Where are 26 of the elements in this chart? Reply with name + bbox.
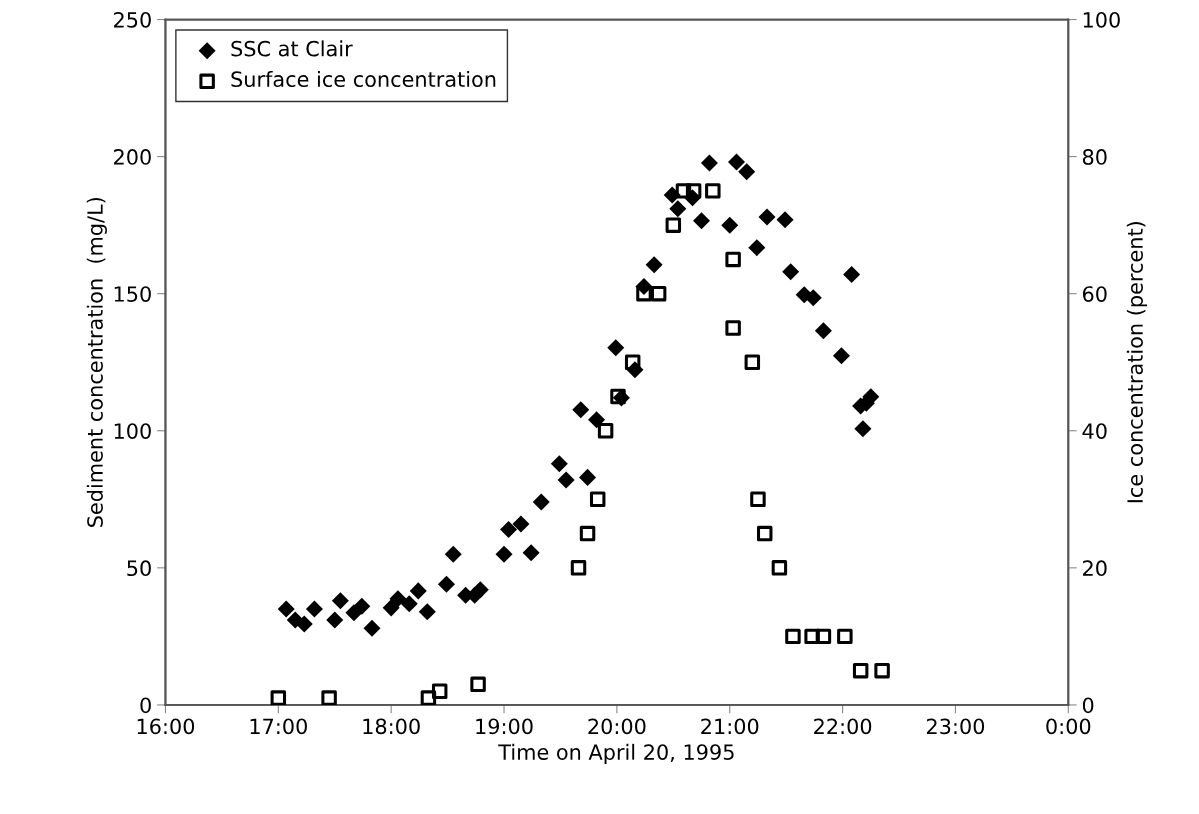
y-axis-title: Sediment concentration (mg/L)	[86, 197, 107, 527]
x-tick-label: 0:00	[1046, 718, 1091, 735]
x-tick-label: 19:00	[476, 718, 533, 735]
y-tick-label: 250	[114, 11, 151, 28]
legend-label: Surface ice concentration	[231, 70, 496, 88]
y-tick-label: 150	[114, 286, 151, 302]
y-tick-label: 100	[114, 423, 151, 439]
legend-label: SSC at Clair	[231, 40, 353, 57]
x-tick-label: 17:00	[250, 718, 307, 735]
y2-tick-label: 80	[1082, 149, 1107, 165]
x-tick-label: 16:00	[137, 718, 195, 735]
y2-axis-title: Ice concentration (percent)	[1126, 222, 1147, 503]
y-tick-label: 0	[140, 697, 151, 714]
x-axis-title: Time on April 20, 1995	[498, 743, 734, 764]
y-tick-label: 50	[127, 560, 151, 577]
x-tick-label: 21:00	[701, 718, 759, 735]
y2-tick-label: 100	[1083, 11, 1120, 28]
y2-tick-label: 60	[1082, 286, 1107, 302]
x-tick-label: 20:00	[588, 718, 646, 735]
y2-tick-label: 0	[1082, 697, 1094, 714]
x-tick-label: 18:00	[363, 718, 420, 735]
x-tick-label: 23:00	[926, 718, 985, 735]
y-tick-label: 200	[114, 149, 151, 165]
y2-tick-label: 20	[1083, 560, 1107, 577]
y2-tick-label: 40	[1082, 423, 1107, 439]
x-tick-label: 22:00	[814, 718, 872, 735]
